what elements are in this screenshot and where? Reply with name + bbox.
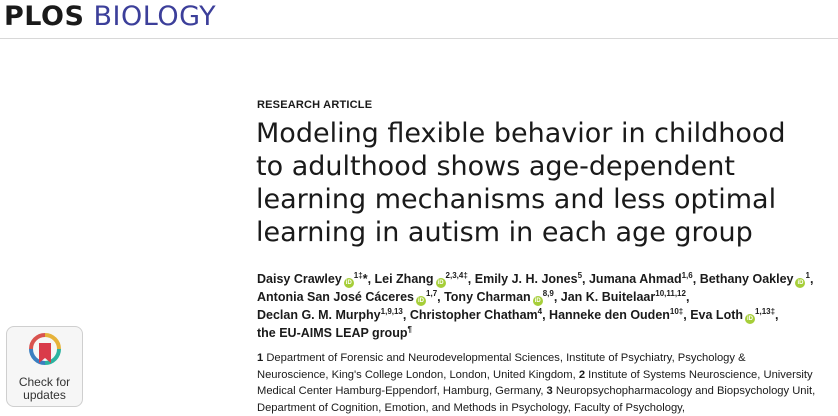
check-updates-icon bbox=[29, 333, 61, 365]
author-affiliation-marker: 1,13‡ bbox=[755, 306, 776, 316]
check-for-updates-badge[interactable]: Check for updates bbox=[6, 326, 83, 407]
orcid-icon[interactable]: iD bbox=[435, 278, 446, 288]
affiliation-item: 1 Department of Forensic and Neurodevelo… bbox=[257, 352, 746, 381]
author-affiliation-marker: 1,9,13 bbox=[380, 306, 403, 316]
author-name[interactable]: Jumana Ahmad1,6 bbox=[588, 270, 693, 286]
author-name[interactable]: Jan K. Buitelaar10,11,12 bbox=[560, 288, 686, 304]
orcid-icon[interactable]: iD bbox=[745, 314, 756, 324]
author-name[interactable]: Bethany Oakley iD1 bbox=[699, 270, 810, 288]
orcid-icon[interactable]: iD bbox=[532, 296, 543, 306]
author-affiliation-marker: 2,3,4‡ bbox=[445, 270, 468, 280]
author-affiliation-marker: 5 bbox=[577, 270, 583, 280]
affiliation-list: 1 Department of Forensic and Neurodevelo… bbox=[257, 350, 817, 416]
author-name[interactable]: Daisy Crawley iD1‡* bbox=[257, 270, 368, 288]
orcid-icon[interactable]: iD bbox=[795, 278, 806, 288]
journal-name-part2: BIOLOGY bbox=[93, 1, 217, 32]
author-name[interactable]: Hanneke den Ouden10‡ bbox=[549, 306, 684, 322]
article-type: RESEARCH ARTICLE bbox=[257, 99, 373, 111]
orcid-icon[interactable]: iD bbox=[343, 278, 354, 288]
corresponding-author-marker: * bbox=[362, 272, 368, 286]
journal-logo[interactable]: PLOS BIOLOGY bbox=[4, 2, 216, 32]
author-affiliation-marker: 8,9 bbox=[542, 288, 554, 298]
affiliation-item: 2 Institute of Systems Neuroscience, Uni… bbox=[257, 368, 813, 398]
author-affiliation-marker: 10,11,12 bbox=[655, 288, 686, 298]
author-name[interactable]: Christopher Chatham4 bbox=[409, 306, 543, 322]
check-updates-label: Check for updates bbox=[18, 375, 71, 402]
journal-name-part1: PLOS bbox=[4, 1, 85, 32]
author-name[interactable]: Antonia San José Cáceres iD1,7 bbox=[257, 288, 438, 306]
author-affiliation-marker: 1 bbox=[805, 270, 810, 280]
author-name[interactable]: Lei Zhang iD2,3,4‡ bbox=[374, 270, 468, 288]
affiliation-item: 3 Neuropsychopharmacology and Biopsychol… bbox=[257, 385, 816, 414]
author-affiliation-marker: 10‡ bbox=[669, 306, 684, 316]
author-affiliation-marker: 1,7 bbox=[426, 288, 438, 298]
author-name[interactable]: Declan G. M. Murphy1,9,13 bbox=[257, 306, 403, 322]
header-divider bbox=[0, 38, 838, 39]
author-affiliation-marker: 1‡ bbox=[353, 270, 363, 280]
author-name[interactable]: Eva Loth iD1,13‡ bbox=[690, 306, 776, 324]
author-affiliation-marker: 4 bbox=[537, 306, 543, 316]
author-affiliation-marker: 1,6 bbox=[681, 270, 693, 280]
author-name[interactable]: Emily J. H. Jones5 bbox=[474, 270, 583, 286]
author-affiliation-marker: ¶ bbox=[407, 324, 412, 334]
author-list: Daisy Crawley iD1‡*, Lei Zhang iD2,3,4‡, E… bbox=[257, 270, 814, 340]
author-name[interactable]: the EU-AIMS LEAP group¶ bbox=[257, 324, 412, 340]
article-title: Modeling flexible behavior in childhood … bbox=[256, 118, 786, 248]
orcid-icon[interactable]: iD bbox=[416, 296, 427, 306]
author-name[interactable]: Tony Charman iD8,9 bbox=[444, 288, 554, 306]
